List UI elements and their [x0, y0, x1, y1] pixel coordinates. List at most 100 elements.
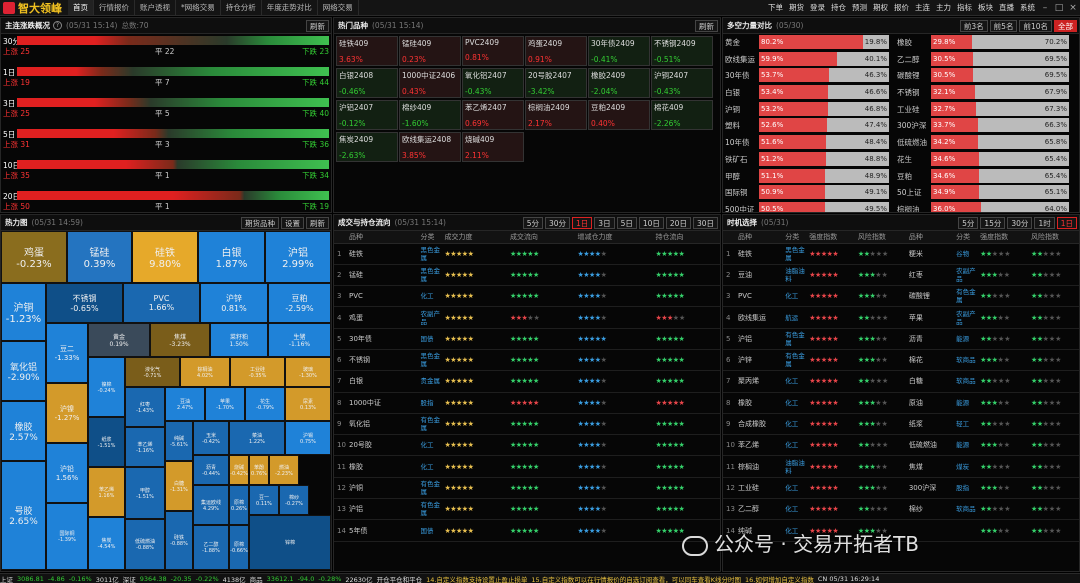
menu-item[interactable]: 期权	[873, 2, 888, 12]
hot-cell[interactable]: 氧化铝2407 -0.43%	[462, 68, 524, 98]
heat-cell[interactable]: 原棉 -0.66%	[229, 525, 249, 570]
hot-cell[interactable]: 欧线集运2408 3.85%	[399, 132, 461, 162]
hot-cell[interactable]: 沪铝2407 -0.12%	[336, 100, 398, 130]
heat-cell[interactable]: 原棉 0.26%	[229, 485, 249, 525]
heat-cell[interactable]: 花生 -0.79%	[245, 387, 285, 421]
heat-cell[interactable]: 苯乙烯 -1.16%	[125, 427, 165, 467]
hot-cell[interactable]: 沪铜2407 -0.43%	[651, 68, 713, 98]
heat-cell[interactable]: 玻璃 -1.30%	[285, 357, 331, 387]
table-row[interactable]: 3 PVC 化工 ★★★★★ ★★★★★ ★★★★★ ★★★★★	[334, 285, 720, 308]
hot-cell[interactable]: 橡胶2409 -2.04%	[588, 68, 650, 98]
heat-button[interactable]: 设置	[281, 216, 304, 229]
heat-cell[interactable]: 黄金 0.19%	[88, 323, 150, 357]
table-row[interactable]: 3 PVC 化工 ★★★★★ ★★★★★ 碳酸锂 有色金属 ★★★★★ ★★★★★	[723, 285, 1079, 308]
table-row[interactable]: 5 沪铝 有色金属 ★★★★★ ★★★★★ 沥青 能源 ★★★★★ ★★★★★	[723, 328, 1079, 350]
compare-filter-button[interactable]: 前10名	[1019, 19, 1052, 32]
nav-tab[interactable]: 年度走势对比	[262, 0, 318, 15]
heat-cell[interactable]: 豆油 2.47%	[165, 387, 205, 421]
heat-cell[interactable]: 尿素 0.13%	[285, 387, 331, 421]
heat-cell[interactable]: 纯碱 -5.61%	[165, 421, 193, 461]
table-row[interactable]: 8 1000中证 股指 ★★★★★ ★★★★★ ★★★★★ ★★★★★	[334, 392, 720, 414]
heat-cell[interactable]: 沪锡 0.75%	[285, 421, 331, 455]
menu-item[interactable]: 报价	[894, 2, 909, 12]
timing-period-tab[interactable]: 15分	[980, 216, 1006, 229]
heat-cell[interactable]: 白糖 -1.31%	[165, 461, 193, 511]
heat-cell[interactable]: 白银 1.87%	[198, 231, 265, 283]
heat-cell[interactable]: 豆一 0.11%	[249, 485, 279, 515]
table-row[interactable]: 12 沪铜 有色金属 ★★★★★ ★★★★★ ★★★★★ ★★★★★	[334, 477, 720, 500]
table-row[interactable]: 7 聚丙烯 化工 ★★★★★ ★★★★★ 白糖 软商品 ★★★★★ ★★★★★	[723, 370, 1079, 393]
heat-cell[interactable]: 苯酚 0.76%	[249, 455, 269, 485]
compare-filter-button[interactable]: 前3名	[959, 19, 988, 32]
hot-cell[interactable]: 棉纱409 -1.60%	[399, 100, 461, 130]
menu-item[interactable]: 预测	[852, 2, 867, 12]
hot-cell[interactable]: 30年债2409 -0.41%	[588, 36, 650, 66]
table-row[interactable]: 11 橡胶 化工 ★★★★★ ★★★★★ ★★★★★ ★★★★★	[334, 455, 720, 478]
heat-cell[interactable]: 焦炭 -4.54%	[88, 517, 125, 570]
minimize-icon[interactable]: –	[1042, 2, 1048, 13]
menu-item[interactable]: 期货	[789, 2, 804, 12]
heat-cell[interactable]: 锌棉	[249, 515, 331, 570]
heat-cell[interactable]: 沥青 -0.44%	[193, 455, 229, 485]
close-icon[interactable]: ×	[1069, 2, 1077, 13]
heat-cell[interactable]: 菜油 1.22%	[229, 421, 285, 455]
heat-cell[interactable]: 号胶 2.65%	[1, 461, 46, 570]
heat-cell[interactable]: 氧化铝 -2.90%	[1, 341, 46, 401]
hot-cell[interactable]: 棕榈油2409 2.17%	[525, 100, 587, 130]
nav-tab[interactable]: 网络交易	[318, 0, 359, 15]
table-row[interactable]: 4 鸡蛋 农副产品 ★★★★★ ★★★★★ ★★★★★ ★★★★★	[334, 306, 720, 329]
timing-period-tab[interactable]: 1时	[1034, 216, 1055, 229]
compare-filter-button[interactable]: 全部	[1054, 19, 1077, 32]
nav-tab[interactable]: 行情报价	[94, 0, 135, 15]
hot-cell[interactable]: 烧碱409 2.11%	[462, 132, 524, 162]
volume-period-tab[interactable]: 3日	[594, 216, 615, 229]
heat-cell[interactable]: 甲醇 -1.51%	[125, 467, 165, 519]
timing-period-tab[interactable]: 1日	[1056, 216, 1077, 229]
table-row[interactable]: 1 硅铁 黑色金属 ★★★★★ ★★★★★ 粳米 谷物 ★★★★★ ★★★★★	[723, 243, 1079, 265]
hot-refresh-button[interactable]: 刷新	[695, 19, 718, 32]
table-row[interactable]: 8 橡胶 化工 ★★★★★ ★★★★★ 原油 能源 ★★★★★ ★★★★★	[723, 392, 1079, 414]
hot-cell[interactable]: 硅铁409 3.63%	[336, 36, 398, 66]
table-row[interactable]: 1 硅铁 黑色金属 ★★★★★ ★★★★★ ★★★★★ ★★★★★	[334, 243, 720, 265]
table-row[interactable]: 4 欧线集运 航运 ★★★★★ ★★★★★ 苹果 农副产品 ★★★★★ ★★★★★	[723, 306, 1079, 329]
heat-cell[interactable]: 乙二醇 -1.88%	[193, 525, 229, 570]
compare-filter-button[interactable]: 前5名	[989, 19, 1018, 32]
hot-cell[interactable]: 苯乙烯2407 0.69%	[462, 100, 524, 130]
table-row[interactable]: 14 纯碱 化工 ★★★★★ ★★★★★ ★★★★★ ★★★★★	[723, 519, 1079, 542]
table-row[interactable]: 6 沪锌 有色金属 ★★★★★ ★★★★★ 棉花 软商品 ★★★★★ ★★★★★	[723, 349, 1079, 372]
heat-cell[interactable]: 橡胶 2.57%	[1, 401, 46, 461]
hot-cell[interactable]: 20号胶2407 -3.42%	[525, 68, 587, 98]
heat-cell[interactable]: 红枣 -1.43%	[125, 387, 165, 427]
heat-cell[interactable]: 液化气 -0.71%	[125, 357, 180, 387]
heat-cell[interactable]: 沪镍 -1.27%	[46, 383, 88, 443]
table-row[interactable]: 13 乙二醇 化工 ★★★★★ ★★★★★ 棉纱 软商品 ★★★★★ ★★★★★	[723, 498, 1079, 521]
heat-cell[interactable]: 集运欧线 4.29%	[193, 485, 229, 525]
heat-cell[interactable]: 苯乙烯 1.16%	[88, 467, 125, 517]
table-row[interactable]: 14 5年债 国债 ★★★★★ ★★★★★ ★★★★★ ★★★★★	[334, 519, 720, 542]
menu-item[interactable]: 板块	[978, 2, 993, 12]
menu-item[interactable]: 主力	[936, 2, 951, 12]
table-row[interactable]: 11 棕榈油 油脂油料 ★★★★★ ★★★★★ 焦煤 煤炭 ★★★★★ ★★★★★	[723, 455, 1079, 478]
heat-button[interactable]: 期货品种	[241, 216, 279, 229]
heat-cell[interactable]: 国际铜 -1.39%	[46, 503, 88, 570]
volume-period-tab[interactable]: 1日	[572, 216, 593, 229]
heat-cell[interactable]: 生猪 -1.16%	[268, 323, 331, 357]
table-row[interactable]: 12 工业硅 化工 ★★★★★ ★★★★★ 300沪深 股指 ★★★★★ ★★★★★	[723, 477, 1079, 500]
nav-tab[interactable]: 账户透视	[135, 0, 176, 15]
maximize-icon[interactable]: □	[1054, 2, 1064, 13]
breadth-refresh-button[interactable]: 刷新	[306, 19, 329, 32]
hot-cell[interactable]: 白银2408 -0.46%	[336, 68, 398, 98]
heat-cell[interactable]: PVC 1.66%	[123, 283, 200, 323]
volume-period-tab[interactable]: 20日	[665, 216, 691, 229]
heat-cell[interactable]: 焦煤 -3.23%	[150, 323, 210, 357]
heat-cell[interactable]: 硅铁 9.80%	[132, 231, 198, 283]
menu-item[interactable]: 登录	[810, 2, 825, 12]
table-row[interactable]: 10 20号胶 化工 ★★★★★ ★★★★★ ★★★★★ ★★★★★	[334, 434, 720, 457]
menu-item[interactable]: 下单	[768, 2, 783, 12]
volume-period-tab[interactable]: 10日	[638, 216, 664, 229]
table-row[interactable]: 9 氧化铝 有色金属 ★★★★★ ★★★★★ ★★★★★ ★★★★★	[334, 413, 720, 436]
table-row[interactable]: 10 苯乙烯 化工 ★★★★★ ★★★★★ 低硫燃油 能源 ★★★★★ ★★★★★	[723, 434, 1079, 457]
timing-period-tab[interactable]: 5分	[958, 216, 979, 229]
heat-cell[interactable]: 硅铁 -0.88%	[165, 511, 193, 570]
heat-cell[interactable]: 镍棉 -0.24%	[88, 357, 125, 417]
